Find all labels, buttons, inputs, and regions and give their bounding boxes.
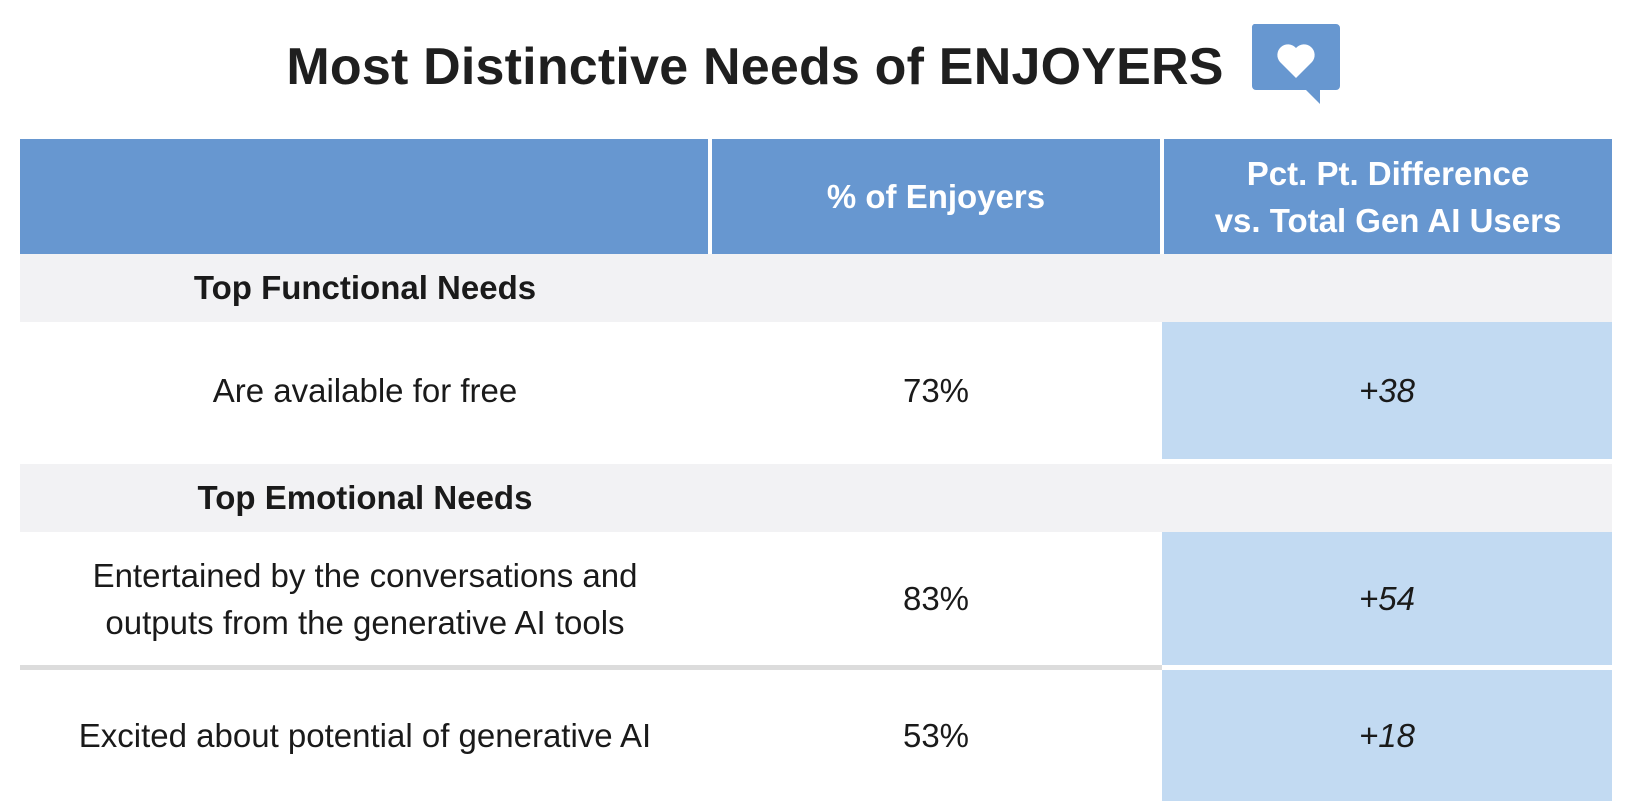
section-row-emotional: Top Emotional Needs xyxy=(20,464,1612,532)
row-label-line: Entertained by the conversations and xyxy=(92,556,638,594)
divider-cell xyxy=(1162,665,1612,670)
spacer-cell xyxy=(710,459,1162,464)
spacer-cell xyxy=(1162,459,1612,464)
diff-value: +54 xyxy=(1162,532,1612,665)
row-label-line: Are available for free xyxy=(212,372,518,409)
title-bar: Most Distinctive Needs of ENJOYERS xyxy=(0,18,1628,106)
section-empty-cell xyxy=(710,254,1162,322)
pct-value: 53% xyxy=(902,717,970,754)
table-row: Excited about potential of generative AI… xyxy=(20,670,1612,801)
divider-cell xyxy=(20,665,710,670)
spacer-cell xyxy=(20,459,710,464)
diff-value: +38 xyxy=(1162,322,1612,459)
section-label: Top Functional Needs xyxy=(20,254,710,322)
section-empty-cell xyxy=(1162,254,1612,322)
header-diff-line-1: Pct. Pt. Difference xyxy=(1246,154,1530,192)
table-row: Entertained by the conversations and out… xyxy=(20,532,1612,665)
header-row: % of Enjoyers Pct. Pt. Difference vs. To… xyxy=(20,139,1612,254)
row-label-line: outputs from the generative AI tools xyxy=(105,603,625,641)
header-pct-of-enjoyers: % of Enjoyers xyxy=(708,139,1162,254)
section-empty-cell xyxy=(710,464,1162,532)
row-divider xyxy=(20,665,1612,670)
header-pct-line: % of Enjoyers xyxy=(826,178,1046,215)
pct-value: 83% xyxy=(902,580,970,617)
table-row: Are available for free 73% +38 xyxy=(20,322,1612,459)
header-diff-line-2: vs. Total Gen AI Users xyxy=(1214,201,1562,239)
needs-table: % of Enjoyers Pct. Pt. Difference vs. To… xyxy=(20,139,1612,801)
row-label: Excited about potential of generative AI xyxy=(20,670,710,801)
row-label-line: Excited about potential of generative AI xyxy=(78,717,652,754)
section-label: Top Emotional Needs xyxy=(20,464,710,532)
heart-speech-bubble-icon xyxy=(1251,24,1340,104)
page-title: Most Distinctive Needs of ENJOYERS xyxy=(286,38,1224,96)
section-empty-cell xyxy=(1162,464,1612,532)
header-pct-pt-difference: Pct. Pt. Difference vs. Total Gen AI Use… xyxy=(1160,139,1612,254)
row-label: Entertained by the conversations and out… xyxy=(20,532,710,665)
divider-cell xyxy=(710,665,1162,670)
header-empty-cell xyxy=(20,139,710,254)
row-label: Are available for free xyxy=(20,322,710,459)
row-spacer xyxy=(20,459,1612,464)
diff-value: +18 xyxy=(1162,670,1612,801)
section-row-functional: Top Functional Needs xyxy=(20,254,1612,322)
pct-value: 73% xyxy=(902,372,970,409)
